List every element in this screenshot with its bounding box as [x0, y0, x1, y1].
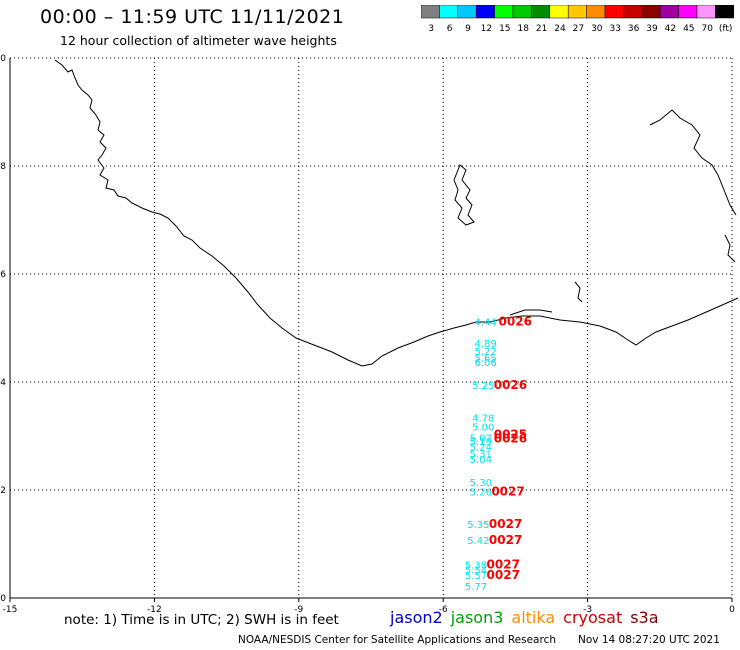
chart-subtitle: 12 hour collection of altimeter wave hei… [60, 33, 337, 48]
y-tick-label: 2 [0, 486, 6, 496]
jason3-value-label: 5.24 [470, 443, 492, 454]
legend-s3a: s3a [630, 608, 659, 627]
jason3-value-label: 5.26 [470, 487, 492, 498]
axes: -15 -12 -9 -6 -3 0 0 2 4 6 8 10 [0, 54, 735, 615]
cryosat-value-label: 0027 [487, 557, 520, 571]
jason3-value-label: 6.06 [474, 358, 496, 369]
island-3 [574, 281, 583, 303]
color-swatch [715, 5, 735, 19]
jason3-value-label: 5.35 [467, 520, 489, 531]
cryosat-value-label: 0025 [494, 428, 527, 442]
cryosat-value-label: 0026 [494, 431, 527, 445]
cryosat-value-label: 0027 [487, 568, 520, 582]
cryosat-value-label: 0027 [489, 533, 522, 547]
coastline [54, 59, 739, 367]
jason3-value-label: 4.89 [474, 339, 496, 350]
island-5 [724, 234, 736, 263]
jason3-value-label: 5.42 [467, 536, 489, 547]
color-scale-label: (ft) [719, 24, 733, 34]
color-scale-label: 30 [591, 24, 603, 34]
x-tick-label: 0 [729, 605, 735, 615]
coastline-main [54, 59, 739, 367]
jason3-value-label: 5.22 [474, 347, 496, 358]
jason3-value-label: 5.54 [465, 566, 487, 577]
footnote: note: 1) Time is in UTC; 2) SWH is in fe… [64, 612, 339, 628]
jason3-value-label: 5.07 [470, 433, 492, 444]
y-tick-label: 10 [0, 54, 6, 64]
color-scale-label: 6 [447, 24, 453, 34]
credit-line: NOAA/NESDIS Center for Satellite Applica… [238, 634, 556, 646]
island-4 [509, 309, 553, 316]
cryosat-value-label: 0026 [494, 378, 527, 392]
color-scale-label: 3 [428, 24, 434, 34]
x-tick-label: -6 [439, 605, 448, 615]
cryosat-value-label: 0026 [499, 314, 532, 328]
legend-cryosat: cryosat [563, 608, 623, 627]
y-tick-label: 4 [0, 378, 6, 388]
generation-timestamp: Nov 14 08:27:20 UTC 2021 [578, 634, 720, 646]
color-scale-label: 42 [665, 24, 676, 34]
jason3-value-label: 5.31 [470, 450, 492, 461]
island-1 [453, 164, 475, 226]
color-scale-label: 33 [609, 24, 620, 34]
color-scale-legend: 3 6 9 12 15 18 21 24 27 30 33 36 39 42 45 70 (ft) [421, 5, 735, 34]
y-tick-label: 6 [0, 270, 6, 280]
chart-title: 00:00 – 11:59 UTC 11/11/2021 [40, 6, 345, 28]
color-scale-label: 36 [628, 24, 640, 34]
color-scale-label: 15 [499, 24, 510, 34]
x-tick-label: -15 [3, 605, 18, 615]
jason3-value-label: 5.57 [465, 571, 487, 582]
x-tick-label: -9 [294, 605, 303, 615]
jason3-value-label: 5.04 [470, 455, 492, 466]
jason3-value-label: 4.44 [474, 317, 496, 328]
color-scale-label: 27 [573, 24, 584, 34]
jason3-value-label: 5.38 [465, 560, 487, 571]
x-tick-label: -3 [583, 605, 592, 615]
jason3-value-label: 5.30 [470, 478, 492, 489]
x-tick-label: -12 [147, 605, 162, 615]
cryosat-value-label: 0027 [489, 517, 522, 531]
color-scale-label: 70 [701, 24, 713, 34]
jason3-value-label: 5.65 [474, 353, 496, 364]
legend-altika: altika [511, 608, 556, 627]
legend-jason3: jason3 [450, 608, 504, 627]
data-labels: 4.44 4.895.225.656.06 5.25 4.785.005.075.19… [465, 314, 532, 593]
jason3-value-label: 5.00 [472, 423, 494, 434]
color-scale-label: 24 [554, 24, 566, 34]
cryosat-value-label: 0027 [491, 484, 524, 498]
legend-jason2: jason2 [390, 608, 443, 627]
jason3-value-label: 5.19 [470, 437, 492, 448]
jason3-value-label: 5.25 [472, 381, 494, 392]
island-2 [649, 109, 737, 216]
color-scale-label: 12 [481, 24, 492, 34]
color-scale-label: 21 [536, 24, 547, 34]
grid-lines [10, 57, 733, 598]
color-scale-label: 9 [465, 24, 471, 34]
jason3-value-label: 5.77 [465, 582, 487, 593]
y-tick-label: 0 [0, 594, 6, 604]
jason3-value-label: 4.78 [472, 413, 494, 424]
color-scale-label: 45 [683, 24, 694, 34]
color-scale-label: 18 [517, 24, 529, 34]
color-scale-label: 39 [646, 24, 658, 34]
y-tick-label: 8 [0, 162, 6, 172]
